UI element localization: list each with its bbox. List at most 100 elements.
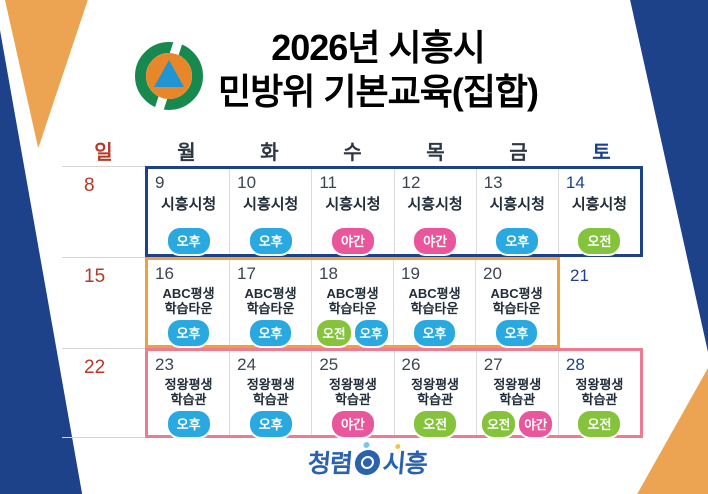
- week-row: 22 23 정왕평생 학습관 오후 24 정왕평생 학습관 오후 25 정왕평생 학습관 야간 26 정왕평…: [62, 348, 643, 439]
- badge-row: 오전: [559, 409, 640, 439]
- time-badge-야간: 야간: [329, 409, 376, 439]
- weekday-label-월: 월: [177, 142, 196, 164]
- day-cell: 24 정왕평생 학습관 오후: [229, 351, 311, 439]
- badge-row: 오후: [477, 226, 558, 256]
- day-number: 21: [570, 266, 589, 285]
- time-badge-오후: 오후: [493, 318, 540, 348]
- location-line: 학습타운: [328, 301, 377, 316]
- day-number: 9: [155, 173, 165, 192]
- day-number: 25: [319, 355, 339, 374]
- badge-row: 야간: [312, 226, 393, 256]
- location-line: 시흥시청: [407, 196, 463, 213]
- day-number: 12: [401, 173, 421, 192]
- footer-decor-dot: [363, 442, 370, 448]
- badge-row: 오후: [148, 226, 229, 256]
- location-line: 학습타운: [492, 301, 541, 316]
- day-number: 17: [237, 264, 256, 283]
- day-cell: 20 ABC평생 학습타운 오후: [475, 260, 557, 348]
- week-row: 8 9 시흥시청 오후 10 시흥시청 오후 11 시흥시청 야간 12 시흥시청 야간 13 시흥시청 오후…: [62, 166, 643, 257]
- sunday-date: 22: [62, 348, 145, 438]
- time-badge-오후: 오후: [247, 409, 294, 439]
- page-title-line2: 민방위 기본교육(집합): [217, 71, 539, 112]
- day-cell: 17 ABC평생 학습타운 오후: [229, 260, 311, 348]
- location-line: 시흥시청: [160, 196, 217, 213]
- day-number: 10: [237, 173, 257, 192]
- time-badge-오후: 오후: [165, 226, 212, 256]
- day-cell: 25 정왕평생 학습관 야간: [311, 351, 393, 439]
- day-cell: 19 ABC평생 학습타운 오후: [393, 260, 475, 348]
- location-label: 시흥시청: [559, 193, 640, 217]
- badge-row: 오후: [230, 318, 311, 348]
- location-line: 학습관: [170, 392, 207, 407]
- location-line: 학습관: [334, 392, 371, 407]
- page-title-line1: 2026년 시흥시: [271, 27, 486, 68]
- location-label: 정왕평생 학습관: [148, 375, 229, 407]
- location-line: 정왕평생: [575, 377, 624, 392]
- day-cell: 12 시흥시청 야간: [393, 169, 476, 256]
- day-cell: 16 ABC평생 학습타운 오후: [148, 260, 229, 348]
- footer-logo-right-text: 시흥: [381, 450, 429, 478]
- page-title: 2026년 시흥시 민방위 기본교육(집합): [160, 26, 596, 114]
- location-line: ABC평생: [490, 286, 543, 301]
- sunday-date: 8: [62, 166, 145, 257]
- calendar-weeks: 8 9 시흥시청 오후 10 시흥시청 오후 11 시흥시청 야간 12 시흥시청 야간 13 시흥시청 오후…: [62, 166, 643, 439]
- location-label: 시흥시청: [148, 193, 229, 217]
- weekday-label-금: 금: [509, 142, 528, 164]
- badge-row: 오후: [148, 318, 229, 348]
- location-line: ABC평생: [326, 286, 379, 301]
- location-line: 학습관: [417, 392, 454, 407]
- location-line: 정왕평생: [164, 377, 213, 392]
- day-number: 19: [401, 264, 420, 283]
- badge-row: 오전: [395, 409, 476, 439]
- weekday-label-목: 목: [426, 142, 445, 164]
- day-number: 26: [401, 355, 421, 374]
- location-label: 정왕평생 학습관: [477, 375, 558, 407]
- education-week-box: 23 정왕평생 학습관 오후 24 정왕평생 학습관 오후 25 정왕평생 학습관 야간 26 정왕평생 학…: [145, 348, 643, 439]
- time-badge-야간: 야간: [329, 226, 376, 256]
- education-week-box: 16 ABC평생 학습타운 오후 17 ABC평생 학습타운 오후 18 ABC평생 학습타운 오전 오…: [145, 257, 560, 348]
- footer-logo-left-text: 청렴: [306, 450, 354, 478]
- weekday-label-화: 화: [260, 142, 279, 164]
- time-badge-오전: 오전: [576, 409, 623, 439]
- badge-row: 오후: [148, 409, 229, 439]
- day-cell: 27 정왕평생 학습관 오전 야간: [475, 351, 558, 439]
- location-line: 학습타운: [410, 301, 459, 316]
- time-badge-오전: 오전: [576, 226, 623, 256]
- location-label: ABC평생 학습타운: [148, 284, 229, 316]
- location-label: ABC평생 학습타운: [312, 284, 393, 316]
- location-line: 시흥시청: [571, 196, 628, 213]
- day-number: 24: [237, 355, 257, 374]
- day-number: 28: [565, 355, 585, 374]
- location-line: 정왕평생: [411, 377, 460, 392]
- day-number: 14: [565, 173, 585, 192]
- weekday-label-토: 토: [592, 142, 611, 164]
- day-cell: 13 시흥시청 오후: [475, 169, 558, 256]
- weekday-label-수: 수: [343, 142, 362, 164]
- time-badge-오전: 오전: [480, 409, 518, 439]
- day-cell: 18 ABC평생 학습타운 오전 오후: [311, 260, 393, 348]
- civil-defense-logo-icon: [135, 38, 203, 114]
- footer-seal-icon: [353, 449, 382, 475]
- location-line: 정왕평생: [329, 377, 377, 392]
- location-line: 정왕평생: [246, 377, 295, 392]
- siheung-city-logo: 청렴 시흥: [306, 442, 429, 478]
- time-badge-오후: 오후: [494, 226, 541, 256]
- time-badge-오후: 오후: [247, 226, 294, 256]
- location-label: 시흥시청: [477, 193, 558, 217]
- location-line: 학습타운: [164, 301, 213, 316]
- location-label: 시흥시청: [312, 193, 393, 217]
- badge-row: 오후: [230, 226, 311, 256]
- sunday-date: 15: [62, 257, 145, 348]
- location-label: 정왕평생 학습관: [230, 375, 311, 407]
- location-label: 정왕평생 학습관: [312, 375, 393, 407]
- day-number: 18: [319, 264, 338, 283]
- location-line: 정왕평생: [493, 377, 542, 392]
- time-badge-오후: 오후: [165, 409, 212, 439]
- location-line: 학습관: [581, 392, 618, 407]
- time-badge-야간: 야간: [517, 409, 555, 439]
